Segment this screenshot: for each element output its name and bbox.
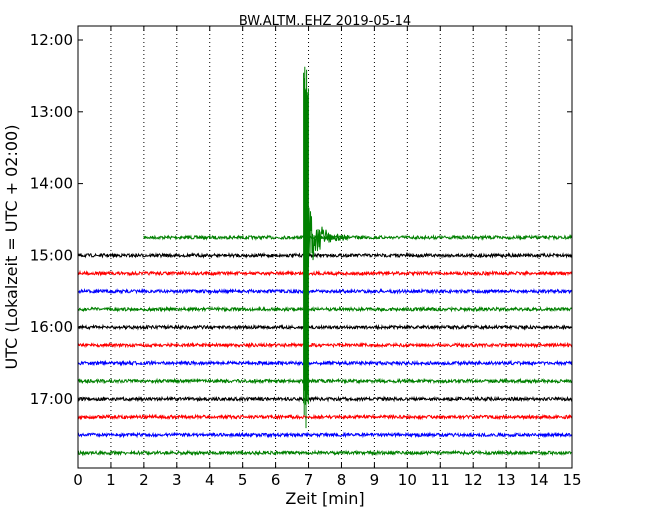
trace-1500 <box>78 251 572 259</box>
event-burst-0 <box>303 66 309 429</box>
axis-ticks: 0 1 2 3 4 5 6 7 8 9 10 11 12 13 14 1512:0013:0014:0015:… <box>30 26 582 489</box>
plot-frame <box>77 25 573 469</box>
x-tick-label-9: 9 <box>370 471 380 489</box>
trace-1630 <box>78 359 572 367</box>
x-tick-label-14: 14 <box>530 471 549 489</box>
y-axis-label: UTC (Lokalzeit = UTC + 02:00) <box>2 125 21 370</box>
trace-1545 <box>78 305 572 313</box>
trace-1615 <box>78 341 572 349</box>
x-tick-label-2: 2 <box>139 471 149 489</box>
trace-layer <box>78 234 572 457</box>
x-tick-label-15: 15 <box>562 471 581 489</box>
y-tick-label-0: 12:00 <box>30 31 73 49</box>
x-tick-label-5: 5 <box>238 471 248 489</box>
x-tick-label-0: 0 <box>73 471 83 489</box>
x-tick-label-4: 4 <box>205 471 215 489</box>
x-tick-label-1: 1 <box>106 471 116 489</box>
trace-1515 <box>78 269 572 277</box>
event-coda-0 <box>308 207 349 267</box>
x-tick-label-10: 10 <box>398 471 417 489</box>
trace-1600 <box>78 323 572 331</box>
trace-1645 <box>78 377 572 385</box>
y-tick-label-5: 17:00 <box>30 390 73 408</box>
trace-1530 <box>78 287 572 295</box>
x-tick-label-3: 3 <box>172 471 182 489</box>
y-tick-label-3: 15:00 <box>30 246 73 264</box>
trace-1700 <box>78 395 572 403</box>
x-tick-label-13: 13 <box>497 471 516 489</box>
x-tick-label-11: 11 <box>431 471 450 489</box>
x-tick-label-6: 6 <box>271 471 281 489</box>
x-tick-label-7: 7 <box>304 471 314 489</box>
x-tick-label-8: 8 <box>337 471 347 489</box>
x-tick-label-12: 12 <box>464 471 483 489</box>
chart-title: BW.ALTM..EHZ 2019-05-14 <box>239 14 411 29</box>
trace-1745 <box>78 449 572 457</box>
x-axis-label: Zeit [min] <box>285 489 364 508</box>
event-layer <box>303 66 349 429</box>
trace-1445 <box>143 234 572 241</box>
trace-1715 <box>78 413 572 421</box>
grid-lines <box>110 26 540 468</box>
y-tick-label-1: 13:00 <box>30 103 73 121</box>
trace-1730 <box>78 431 572 439</box>
y-tick-label-4: 16:00 <box>30 318 73 336</box>
y-tick-label-2: 14:00 <box>30 175 73 193</box>
